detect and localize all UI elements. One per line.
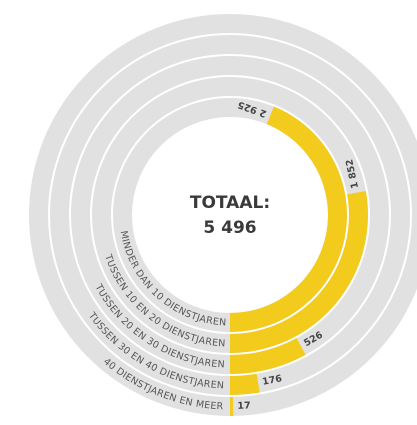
bar [230,338,306,374]
bar [230,191,368,353]
bar [230,396,234,416]
value-label: 17 [237,400,251,412]
value-label: 176 [261,373,283,388]
bar [230,106,347,333]
bar [230,373,260,395]
chart-title: TOTAAL: [190,193,270,213]
total: 5 496 [203,218,256,238]
